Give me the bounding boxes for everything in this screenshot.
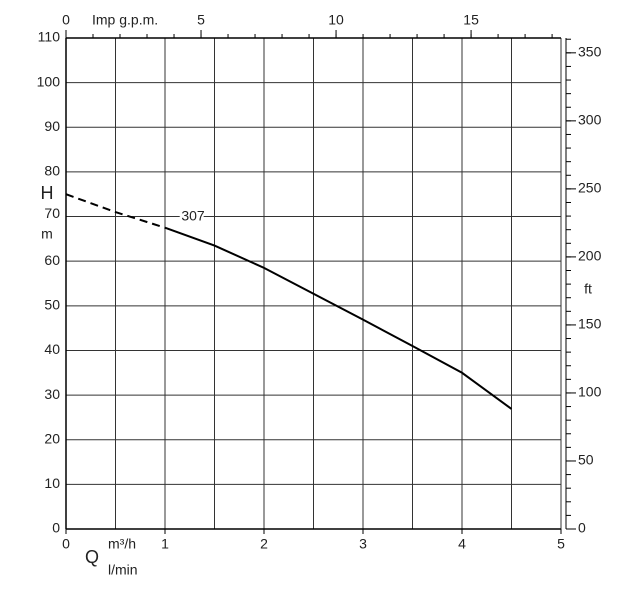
y-axis-symbol: H [41, 183, 54, 203]
x2-tick-label: 5 [197, 12, 205, 28]
y-tick-label: 100 [37, 73, 61, 89]
x2-tick-label: 0 [62, 12, 70, 28]
y2-tick-label: 350 [578, 44, 602, 60]
y2-tick-label: 50 [578, 452, 594, 468]
y-tick-label: 70 [44, 205, 60, 221]
y-tick-label: 110 [38, 29, 61, 45]
x-tick-label: 2 [260, 536, 268, 552]
curve-label: 307 [181, 208, 205, 224]
x-tick-label: 4 [458, 536, 466, 552]
y-tick-label: 90 [44, 118, 60, 134]
y-tick-label: 20 [44, 430, 60, 446]
x2-axis-label: Imp g.p.m. [92, 12, 158, 28]
y2-tick-label: 100 [578, 384, 602, 400]
y2-tick-label: 300 [578, 112, 602, 128]
y2-tick-label: 200 [578, 248, 602, 264]
y-tick-label: 60 [44, 252, 60, 268]
y2-axis-label: ft [584, 281, 592, 297]
x-axis-label: m³/h [108, 536, 136, 552]
x-tick-label: 5 [557, 536, 565, 552]
y2-tick-label: 0 [578, 520, 586, 536]
y-axis-label: m [41, 226, 53, 242]
x2-tick-label: 15 [463, 12, 479, 28]
y-tick-label: 40 [44, 341, 60, 357]
y-tick-label: 30 [44, 386, 60, 402]
y-tick-label: 10 [44, 475, 60, 491]
x-axis-symbol: Q [85, 547, 99, 567]
y2-tick-label: 150 [578, 316, 602, 332]
curve [164, 226, 513, 410]
x2-tick-label: 10 [328, 12, 344, 28]
y-tick-label: 50 [44, 297, 60, 313]
x-axis-label-2: l/min [108, 562, 138, 578]
x-tick-label: 0 [62, 536, 70, 552]
y-tick-label: 80 [44, 163, 60, 179]
y2-tick-label: 250 [578, 180, 602, 196]
y-tick-label: 0 [52, 520, 60, 536]
x-tick-label: 3 [359, 536, 367, 552]
x-tick-label: 1 [161, 536, 169, 552]
curve [65, 193, 166, 229]
